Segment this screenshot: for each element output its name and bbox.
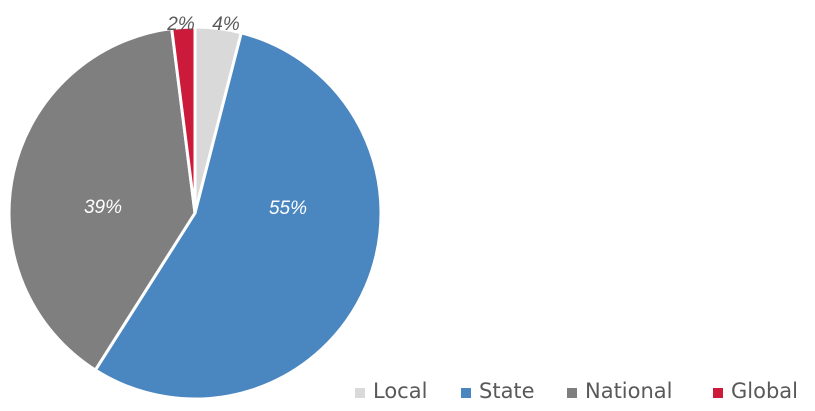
chart-legend: Local State National Global bbox=[355, 379, 798, 403]
legend-swatch-local bbox=[355, 388, 365, 398]
legend-swatch-national bbox=[567, 388, 577, 398]
legend-label-global: Global bbox=[731, 379, 798, 403]
legend-label-state: State bbox=[479, 379, 535, 403]
legend-label-local: Local bbox=[373, 379, 427, 403]
legend-swatch-state bbox=[461, 388, 471, 398]
pie-slices bbox=[7, 25, 383, 401]
legend-swatch-global bbox=[713, 388, 723, 398]
pie-slice-global bbox=[170, 25, 197, 215]
legend-label-national: National bbox=[585, 379, 673, 403]
data-label-global: 2% bbox=[166, 14, 195, 35]
pie-slice-national bbox=[7, 26, 197, 372]
pie-slice-state bbox=[93, 31, 383, 401]
data-label-national: 39% bbox=[84, 197, 122, 218]
data-label-local: 4% bbox=[212, 14, 240, 35]
data-label-state: 55% bbox=[269, 198, 307, 219]
pie-data-labels: 4% 55% 39% 2% bbox=[84, 14, 307, 219]
